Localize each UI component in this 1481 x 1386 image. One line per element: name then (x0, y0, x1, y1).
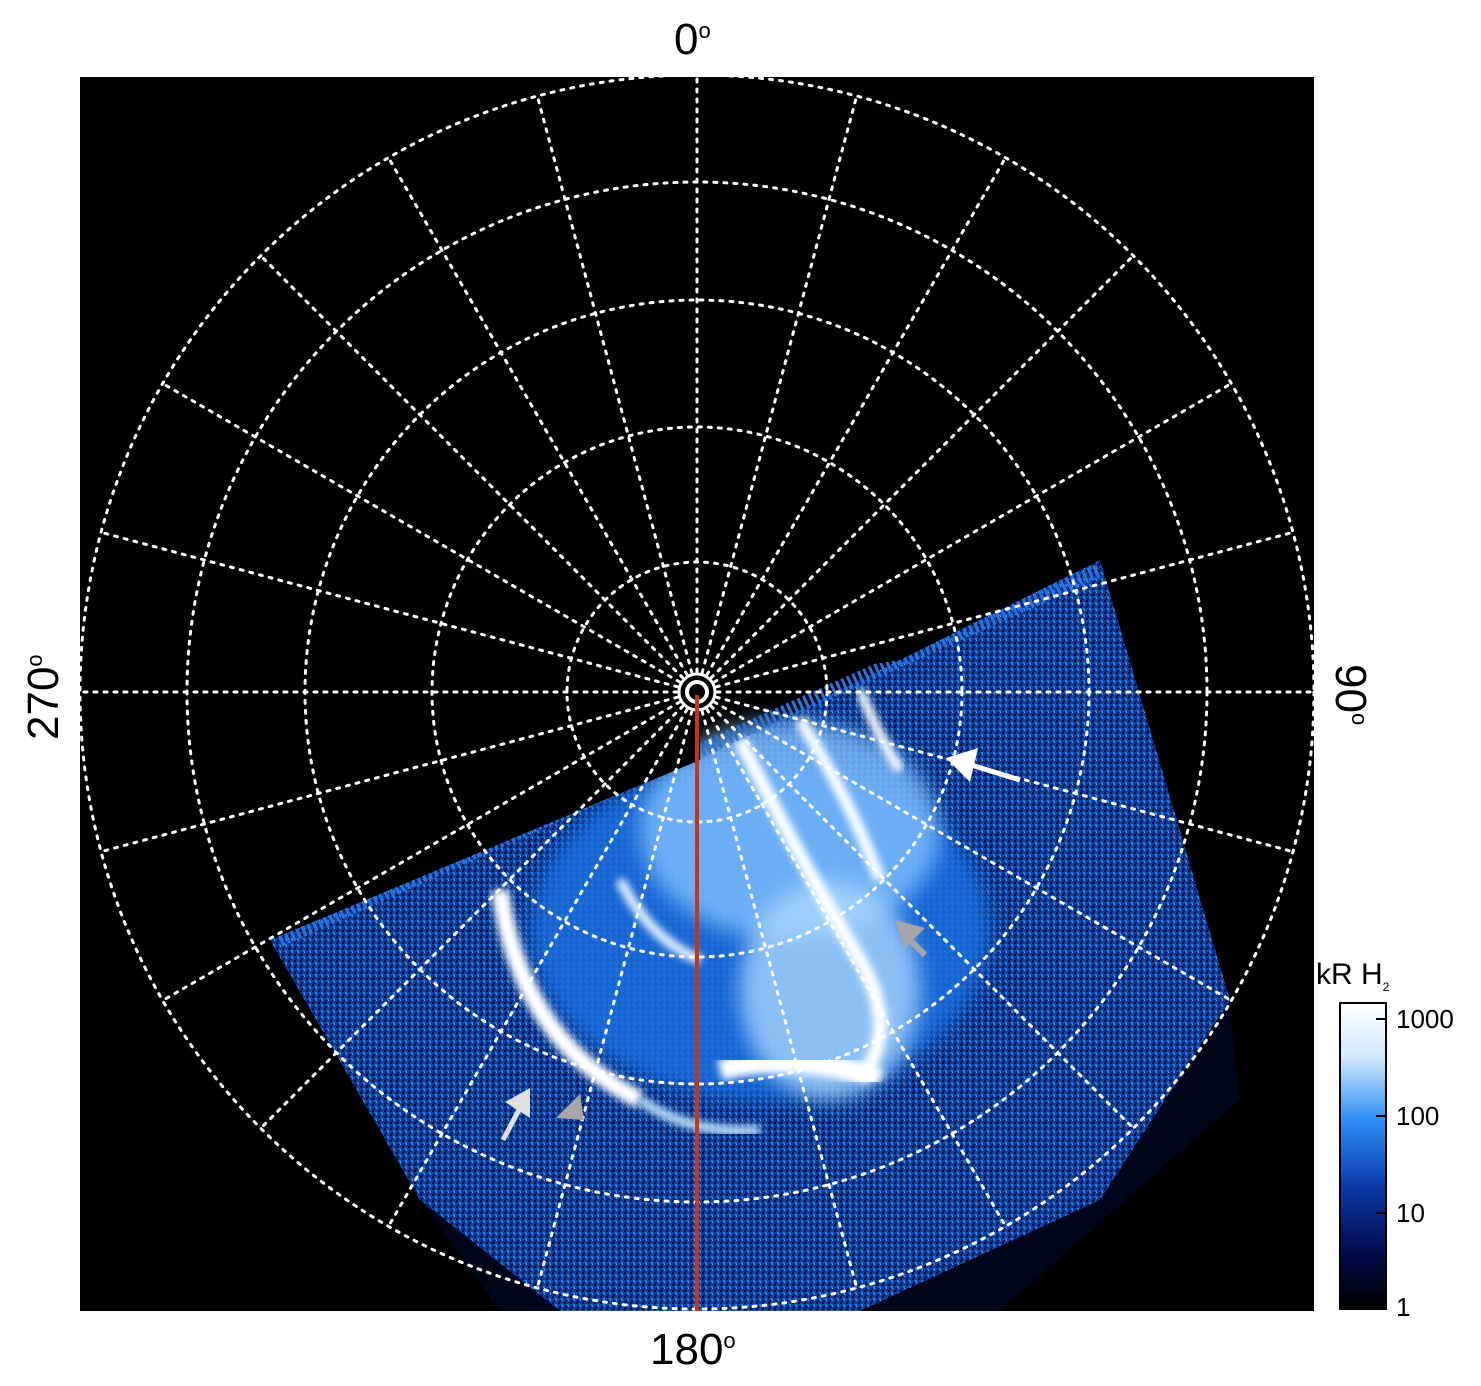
grid-spoke (259, 704, 685, 1130)
axis-label-bottom: 180o (650, 1325, 736, 1374)
grid-spoke (709, 254, 1135, 680)
grid-spoke (99, 530, 680, 689)
grid-spoke (709, 704, 1135, 1130)
colorbar-tick-1: 1 (1396, 1292, 1411, 1322)
grid-spoke (387, 156, 689, 677)
grid-spoke (705, 707, 1007, 1228)
colorbar-tick-1000: 1000 (1396, 1004, 1454, 1034)
axis-label-left: 270o (19, 654, 68, 740)
white-arrow-left (500, 1088, 530, 1142)
grid-spoke (161, 700, 682, 1002)
grid-spoke (535, 94, 694, 675)
axis-label-right: 90o (1326, 664, 1375, 726)
colorbar (1339, 1002, 1387, 1310)
grid-spoke (700, 709, 859, 1290)
aurora-image-layer (80, 77, 1314, 1311)
grid-spoke (712, 700, 1233, 1002)
grid-spoke (99, 695, 680, 854)
colorbar-title: kR H2 (1316, 958, 1390, 994)
axis-label-top: 0o (674, 15, 711, 64)
grid-spoke (535, 709, 694, 1290)
colorbar-tick-10: 10 (1396, 1198, 1425, 1228)
gray-arrow-left (556, 1094, 584, 1120)
gray-arrow-right (895, 920, 928, 958)
colorbar-tick-100: 100 (1396, 1101, 1440, 1131)
grid-spoke (259, 254, 685, 680)
grid-spoke (387, 707, 689, 1228)
grid-spoke (712, 382, 1233, 684)
grid-spoke (700, 94, 859, 675)
grid-spoke (161, 382, 682, 684)
grid-spoke (705, 156, 1007, 677)
grid-spoke (714, 530, 1295, 689)
colorbar-ticks (1376, 1018, 1386, 1214)
white-arrow-right (946, 748, 1021, 783)
main-oval-arc (491, 888, 645, 1109)
